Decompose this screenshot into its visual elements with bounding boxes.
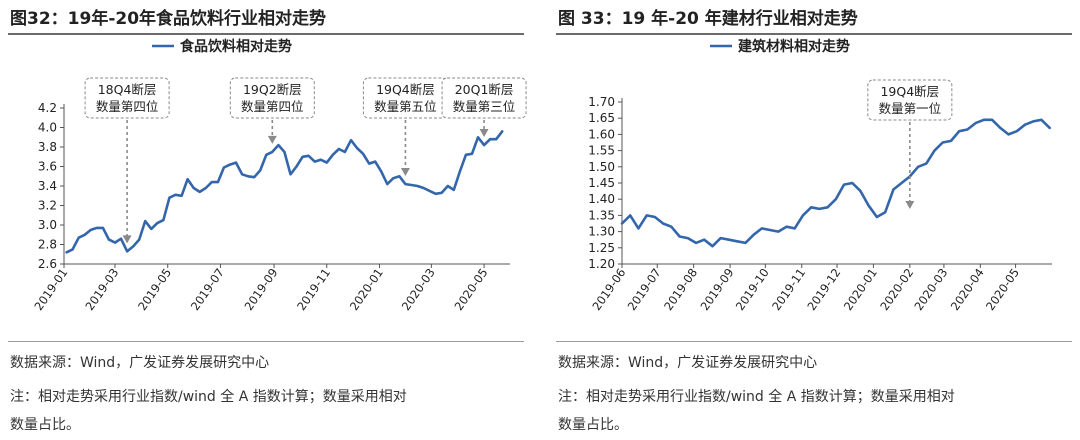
- annotation-box: [84, 77, 170, 119]
- x-tick-label: 2019-07: [625, 266, 664, 313]
- data-source: 数据来源：Wind，广发证券发展研究中心: [10, 355, 270, 371]
- y-tick-label: 1.30: [588, 225, 615, 239]
- y-tick-label: 1.55: [588, 144, 615, 158]
- x-tick-label: 2019-09: [241, 266, 280, 313]
- x-tick-label: 2019-12: [804, 266, 843, 313]
- note-line-1: 注：相对走势采用行业指数/wind 全 A 指数计算；数量采用相对: [558, 389, 955, 405]
- y-tick-label: 4.2: [38, 101, 57, 115]
- x-tick-label: 2020-05: [451, 266, 490, 313]
- x-tick-label: 2019-10: [733, 266, 772, 313]
- y-tick-label: 1.50: [588, 160, 615, 174]
- legend-label: 食品饮料相对走势: [180, 38, 292, 55]
- y-tick-label: 1.25: [588, 241, 615, 255]
- y-tick-label: 2.8: [38, 238, 57, 252]
- x-tick-label: 2019-06: [589, 266, 628, 313]
- x-tick-label: 2019-09: [698, 266, 737, 313]
- x-tick-label: 2019-08: [661, 266, 700, 313]
- y-tick-label: 1.70: [588, 95, 615, 109]
- line-chart-food-beverage: 2.6 2.8 3.0 3.2 3.4 3.6 3.8 4.0 4.2 2019-01 2019-0…: [31, 38, 527, 313]
- note-line-2: 数量占比。: [10, 417, 80, 433]
- line-chart-building-materials: 1.20 1.25 1.30 1.35 1.40 1.45 1.50 1.55 1.60 1.65…: [588, 38, 1052, 313]
- annotation-box: [441, 77, 527, 119]
- annotation-label-line1: 19Q2断层: [243, 82, 302, 97]
- note-line-2: 数量占比。: [558, 417, 628, 433]
- annotation-arrow-head: [479, 129, 489, 138]
- y-tick-label: 3.4: [38, 179, 57, 193]
- y-tick-label: 1.65: [588, 111, 615, 125]
- annotation-label-line2: 数量第三位: [453, 99, 516, 114]
- y-tick-label: 3.0: [38, 218, 57, 232]
- annotation-box: [229, 77, 315, 119]
- legend-label: 建筑材料相对走势: [738, 38, 850, 55]
- x-tick-label: 2019-05: [135, 266, 174, 313]
- x-tick-label: 2020-03: [911, 266, 950, 313]
- x-tick-label: 2020-01: [841, 266, 880, 313]
- series-line: [620, 118, 1052, 248]
- y-tick-label: 1.60: [588, 127, 615, 141]
- source-rule: [8, 341, 524, 342]
- figure-title: 图 33：19 年-20 年建材行业相对走势: [558, 9, 858, 29]
- x-tick-label: 2019-11: [294, 266, 333, 313]
- y-tick-label: 1.45: [588, 176, 615, 190]
- annotation-label-line2: 数量第五位: [374, 99, 437, 114]
- y-tick-label: 1.35: [588, 208, 615, 222]
- x-tick-label: 2020-01: [347, 266, 386, 313]
- x-tick-label: 2020-03: [399, 266, 438, 313]
- data-source: 数据来源：Wind，广发证券发展研究中心: [558, 355, 818, 371]
- chart-panel-food-beverage: 图32：19年-20年食品饮料行业相对走势 2.6 2.8 3.0 3.2 3.4 3.6…: [8, 0, 532, 440]
- figure-title: 图32：19年-20年食品饮料行业相对走势: [10, 9, 327, 29]
- annotation-box: [867, 79, 953, 121]
- annotation-arrow-head: [400, 168, 410, 177]
- y-tick-label: 1.40: [588, 192, 615, 206]
- y-tick-label: 3.6: [38, 160, 57, 174]
- annotation-label-line1: 18Q4断层: [98, 82, 157, 97]
- x-tick-label: 2019-11: [769, 266, 808, 313]
- annotation-label-line2: 数量第四位: [96, 99, 159, 114]
- title-rule: [8, 33, 524, 35]
- y-tick-label: 2.6: [38, 257, 57, 271]
- annotation-label-line1: 20Q1断层: [455, 82, 514, 97]
- y-tick-label: 4.0: [38, 121, 57, 135]
- x-tick-label: 2019-07: [188, 266, 227, 313]
- annotation-arrow-head: [905, 201, 915, 210]
- annotation-label-line1: 19Q4断层: [376, 82, 435, 97]
- x-tick-label: 2019-03: [82, 266, 121, 313]
- x-tick-label: 2019-01: [31, 266, 70, 313]
- source-rule: [556, 341, 1072, 342]
- title-rule: [556, 33, 1072, 35]
- x-tick-label: 2020-02: [877, 266, 916, 313]
- y-tick-label: 1.20: [588, 257, 615, 271]
- series-line: [65, 130, 504, 254]
- y-tick-label: 3.2: [38, 199, 57, 213]
- annotation-label-line2: 数量第四位: [241, 99, 304, 114]
- annotation-arrow-head: [267, 135, 277, 144]
- y-tick-label: 3.8: [38, 140, 57, 154]
- annotation-arrow-head: [122, 235, 132, 244]
- chart-panel-building-materials: 图 33：19 年-20 年建材行业相对走势 1.20 1.25 1.30 1.35 1…: [556, 0, 1080, 440]
- annotation-label-line2: 数量第一位: [879, 101, 942, 116]
- note-line-1: 注：相对走势采用行业指数/wind 全 A 指数计算；数量采用相对: [10, 389, 407, 405]
- x-tick-label: 2020-04: [948, 266, 987, 313]
- annotation-label-line1: 19Q4断层: [880, 84, 939, 99]
- x-tick-label: 2020-05: [983, 266, 1022, 313]
